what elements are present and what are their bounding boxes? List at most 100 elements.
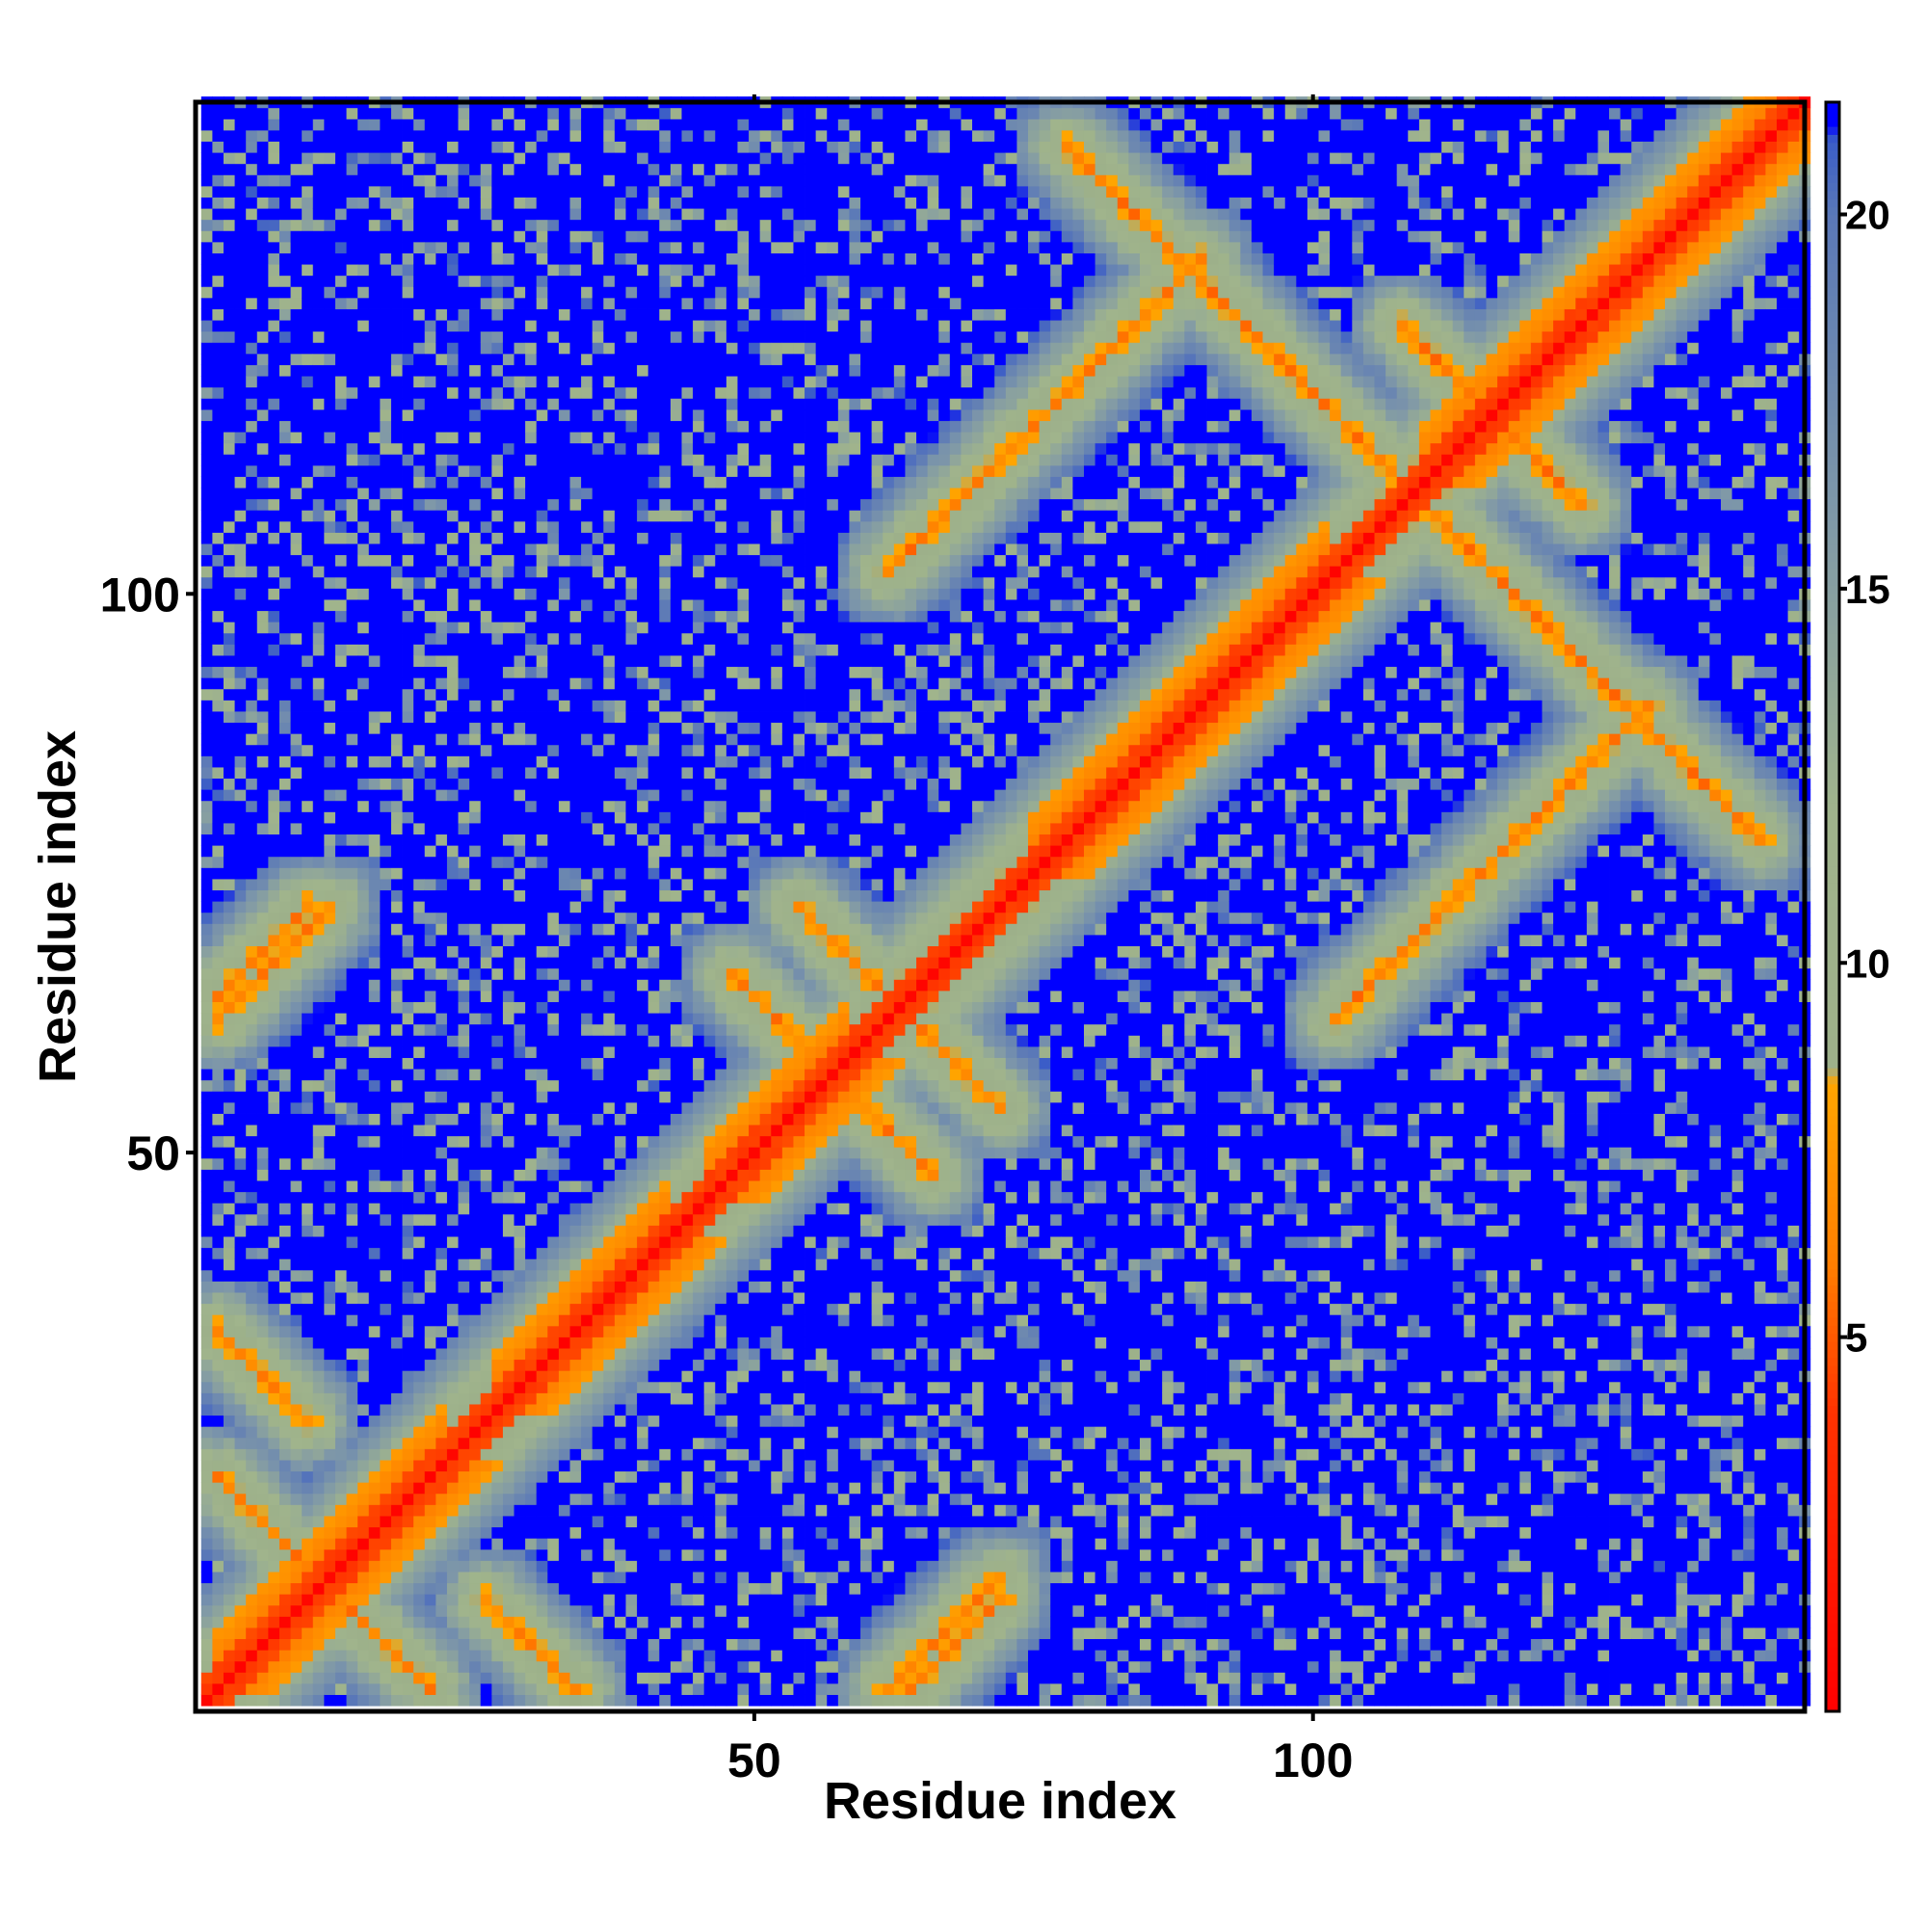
heatmap-cell [436, 1516, 447, 1527]
heatmap-cell [302, 968, 313, 980]
heatmap-cell [313, 342, 325, 354]
heatmap-cell [357, 1672, 369, 1683]
heatmap-cell [491, 1180, 503, 1192]
heatmap-cell [369, 1292, 381, 1304]
heatmap-cell [403, 1605, 414, 1617]
heatmap-cell [279, 677, 291, 689]
heatmap-cell [369, 298, 381, 309]
heatmap-cell [380, 421, 391, 433]
heatmap-cell [491, 1102, 503, 1114]
heatmap-cell [581, 834, 593, 846]
heatmap-cell [347, 1258, 358, 1270]
heatmap-cell [302, 857, 313, 868]
heatmap-cell [224, 1404, 235, 1416]
heatmap-cell [491, 1426, 503, 1438]
heatmap-cell [469, 1560, 481, 1572]
heatmap-cell [235, 1058, 247, 1070]
heatmap-cell [369, 890, 381, 902]
heatmap-cell [491, 1382, 503, 1393]
heatmap-cell [391, 1180, 403, 1192]
heatmap-cell [212, 1180, 224, 1192]
heatmap-cell [481, 913, 492, 924]
heatmap-cell [324, 1448, 335, 1460]
heatmap-cell [335, 1192, 347, 1204]
heatmap-cell [212, 1639, 224, 1651]
heatmap-cell [268, 1136, 279, 1148]
heatmap-cell [201, 555, 213, 567]
heatmap-cell [335, 611, 347, 622]
heatmap-cell [201, 309, 213, 321]
heatmap-cell [436, 1560, 447, 1572]
heatmap-cell [380, 208, 391, 220]
heatmap-cell [459, 1314, 470, 1326]
heatmap-cell [547, 1661, 559, 1673]
heatmap-cell [335, 779, 347, 790]
heatmap-cell [224, 723, 235, 734]
heatmap-cell [279, 834, 291, 846]
heatmap-cell [425, 1192, 436, 1204]
heatmap-cell [447, 577, 459, 589]
heatmap-cell [481, 410, 492, 421]
heatmap-cell [224, 789, 235, 801]
heatmap-cell [469, 521, 481, 533]
heatmap-cell [413, 253, 425, 265]
heatmap-cell [313, 723, 325, 734]
heatmap-cell [403, 1672, 414, 1683]
heatmap-cell [235, 253, 247, 265]
heatmap-cell [224, 913, 235, 924]
heatmap-cell [413, 901, 425, 913]
heatmap-cell [357, 1370, 369, 1382]
heatmap-cell [413, 465, 425, 477]
heatmap-cell [537, 1516, 548, 1527]
heatmap-cell [469, 968, 481, 980]
heatmap-cell [212, 644, 224, 655]
heatmap-cell [525, 834, 537, 846]
heatmap-cell [224, 1214, 235, 1226]
heatmap-cell [302, 1080, 313, 1092]
heatmap-cell [469, 1650, 481, 1661]
heatmap-cell [335, 1348, 347, 1360]
heatmap-cell [302, 957, 313, 968]
heatmap-cell [503, 1024, 515, 1036]
heatmap-cell [268, 588, 279, 599]
heatmap-cell [335, 1438, 347, 1449]
heatmap-cell [425, 633, 436, 645]
heatmap-cell [537, 142, 548, 153]
heatmap-cell [224, 1292, 235, 1304]
heatmap-cell [291, 857, 303, 868]
heatmap-cell [313, 220, 325, 231]
heatmap-cell [246, 320, 257, 331]
heatmap-cell [525, 723, 537, 734]
heatmap-cell [279, 1516, 291, 1527]
heatmap-cell [391, 1560, 403, 1572]
heatmap-cell [425, 1605, 436, 1617]
heatmap-cell [291, 488, 303, 499]
heatmap-cell [347, 789, 358, 801]
heatmap-cell [570, 1639, 582, 1651]
heatmap-cell [515, 198, 526, 209]
heatmap-cell [201, 767, 213, 779]
heatmap-cell [459, 979, 470, 991]
heatmap-cell [481, 577, 492, 589]
heatmap-cell [491, 1460, 503, 1471]
heatmap-cell [469, 298, 481, 309]
heatmap-cell [469, 320, 481, 331]
heatmap-cell [459, 309, 470, 321]
heatmap-cell [212, 968, 224, 980]
heatmap-cell [235, 1392, 247, 1404]
heatmap-cell [246, 130, 257, 142]
heatmap-cell [403, 1013, 414, 1024]
heatmap-cell [515, 1236, 526, 1248]
heatmap-cell [525, 755, 537, 767]
heatmap-cell [369, 599, 381, 611]
heatmap-cell [436, 1404, 447, 1416]
heatmap-cell [570, 220, 582, 231]
heatmap-cell [369, 1136, 381, 1148]
heatmap-cell [347, 410, 358, 421]
heatmap-cell [380, 946, 391, 958]
heatmap-cell [212, 387, 224, 399]
heatmap-cell [537, 879, 548, 890]
heatmap-cell [436, 1158, 447, 1170]
heatmap-cell [447, 979, 459, 991]
heatmap-cell [469, 733, 481, 745]
